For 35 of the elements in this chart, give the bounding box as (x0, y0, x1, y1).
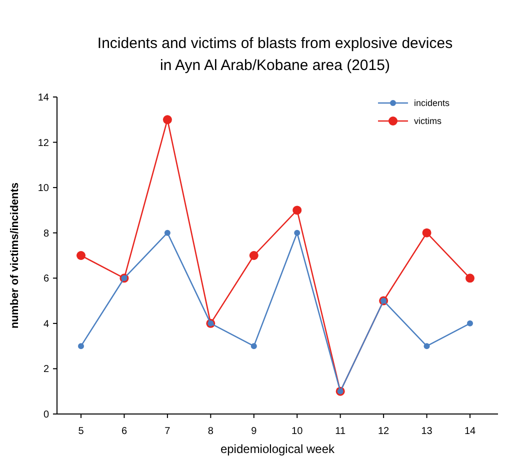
x-axis-title: epidemiological week (220, 442, 336, 456)
x-tick-label: 10 (292, 426, 304, 437)
legend-label: victims (414, 116, 442, 126)
x-tick-label: 11 (335, 426, 346, 437)
x-tick-label: 12 (378, 426, 390, 437)
point (78, 343, 84, 350)
point (424, 343, 430, 350)
y-tick-label: 8 (43, 228, 50, 240)
y-tick-label: 12 (38, 138, 50, 149)
y-tick-label: 2 (43, 364, 50, 376)
point (162, 115, 172, 124)
x-tick-label: 6 (121, 426, 128, 437)
y-tick-label: 4 (43, 318, 50, 330)
y-tick-label: 6 (43, 274, 50, 285)
chart-title: Incidents and victims of blasts from explosive devices in Ayn Al Arab/Kobane area (2015) (97, 35, 453, 74)
y-tick-label: 14 (38, 92, 50, 104)
legend-label: incidents (414, 98, 450, 108)
point (422, 228, 432, 238)
y-tick-label: 0 (43, 410, 50, 420)
point (164, 230, 170, 236)
point (466, 274, 474, 283)
point (250, 343, 257, 350)
x-tick-label: 8 (208, 426, 214, 437)
y-axis-title: number of victims/incidents (9, 182, 21, 329)
point (292, 206, 302, 215)
y-tick-label: 10 (38, 183, 50, 194)
x-tick-label: 5 (78, 426, 84, 437)
x-tick-label: 7 (164, 426, 171, 437)
x-tick-label: 13 (421, 426, 433, 437)
x-tick-label: 14 (464, 426, 476, 437)
x-tick-label: 9 (251, 426, 258, 437)
point (294, 230, 300, 236)
point (467, 320, 473, 326)
point (249, 251, 258, 260)
point (76, 251, 86, 260)
